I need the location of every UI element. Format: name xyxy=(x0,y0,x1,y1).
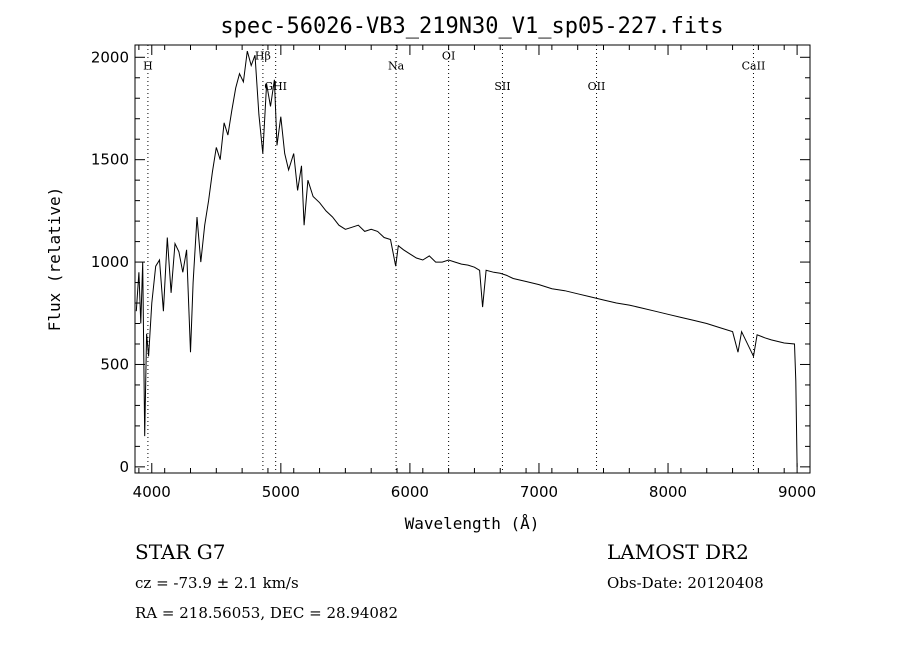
spectral-line-labels: H Hβ GHI Na OI SII OII CaII xyxy=(143,49,765,93)
y-tick-label-0: 0 xyxy=(119,458,129,476)
y-axis-label: Flux (relative) xyxy=(45,187,64,332)
x-tick-label-4: 8000 xyxy=(649,483,687,501)
x-axis-label: Wavelength (Å) xyxy=(405,514,540,533)
x-tick-label-3: 7000 xyxy=(520,483,558,501)
y-axis-ticks: 0 500 1000 1500 2000 xyxy=(91,48,810,476)
observation-date: Obs-Date: 20120408 xyxy=(607,574,764,592)
survey-name: LAMOST DR2 xyxy=(607,540,749,564)
x-tick-label-5: 9000 xyxy=(778,483,816,501)
axes xyxy=(134,44,811,474)
y-tick-label-2: 1000 xyxy=(91,253,129,271)
x-tick-label-2: 6000 xyxy=(391,483,429,501)
line-label-4: OI xyxy=(442,49,455,62)
line-label-6: OII xyxy=(588,80,606,93)
series-line-0 xyxy=(135,50,798,467)
spectral-line-markers xyxy=(147,45,754,473)
spectrum-series xyxy=(135,50,798,467)
line-label-3: Na xyxy=(388,60,405,73)
y-tick-label-4: 2000 xyxy=(91,48,129,66)
y-tick-label-1: 500 xyxy=(100,355,129,373)
y-tick-label-3: 1500 xyxy=(91,151,129,169)
coordinates: RA = 218.56053, DEC = 28.94082 xyxy=(135,604,399,622)
line-label-7: CaII xyxy=(742,60,766,73)
plot-frame xyxy=(134,44,811,474)
chart-title: spec-56026-VB3_219N30_V1_sp05-227.fits xyxy=(220,14,723,39)
x-tick-label-0: 4000 xyxy=(133,483,171,501)
line-label-0: H xyxy=(143,60,153,73)
x-tick-label-1: 5000 xyxy=(262,483,300,501)
x-axis-ticks: 4000 5000 6000 7000 8000 9000 xyxy=(133,45,816,501)
line-label-5: SII xyxy=(494,80,510,93)
line-label-1: Hβ xyxy=(255,49,271,62)
object-classification: STAR G7 xyxy=(135,540,226,564)
line-label-2: GHI xyxy=(264,80,287,93)
redshift-value: cz = -73.9 ± 2.1 km/s xyxy=(135,574,299,592)
